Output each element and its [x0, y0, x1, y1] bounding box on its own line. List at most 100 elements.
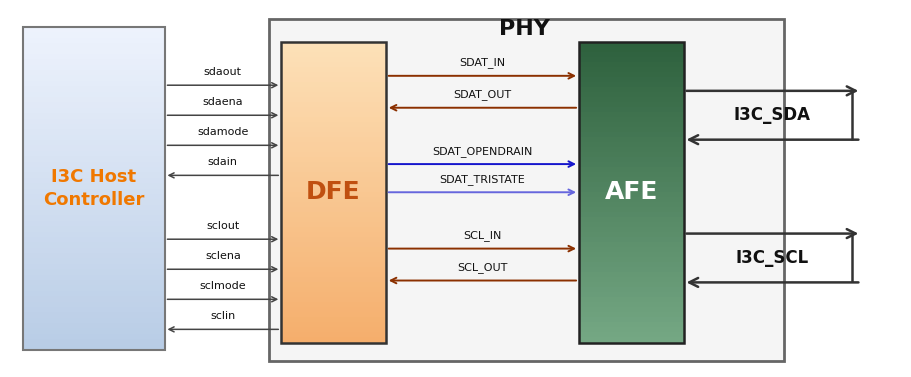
Bar [24, 226, 164, 231]
Bar [281, 172, 385, 177]
Bar [578, 117, 683, 122]
Bar [281, 308, 385, 313]
Bar [24, 215, 164, 221]
Bar [578, 167, 683, 172]
Text: SDAT_IN: SDAT_IN [459, 57, 505, 68]
Bar [578, 77, 683, 82]
Bar [578, 277, 683, 282]
Bar [281, 82, 385, 87]
Bar [24, 328, 164, 334]
Bar [281, 72, 385, 77]
Bar [281, 222, 385, 227]
Bar [281, 313, 385, 317]
Bar [24, 27, 164, 350]
Bar [281, 207, 385, 212]
Bar [578, 242, 683, 247]
Bar [281, 252, 385, 257]
Bar [578, 212, 683, 217]
Bar [281, 242, 385, 247]
Bar [578, 72, 683, 77]
Bar [24, 285, 164, 291]
Bar [281, 322, 385, 328]
Bar [24, 43, 164, 49]
Bar [24, 307, 164, 312]
Bar [578, 182, 683, 187]
Bar [24, 113, 164, 118]
Bar [24, 178, 164, 183]
Bar [578, 273, 683, 277]
Bar [24, 291, 164, 296]
Bar [269, 20, 783, 361]
Bar [24, 140, 164, 146]
Bar [578, 107, 683, 112]
Bar [578, 162, 683, 167]
Bar [578, 157, 683, 162]
Bar [24, 118, 164, 124]
Bar [24, 108, 164, 113]
Bar [281, 42, 385, 342]
Bar [281, 77, 385, 82]
Bar [24, 86, 164, 92]
Bar [24, 242, 164, 248]
Bar [24, 54, 164, 59]
Bar [578, 238, 683, 242]
Text: sdaout: sdaout [204, 67, 241, 77]
Text: sclin: sclin [210, 311, 235, 321]
Bar [281, 62, 385, 67]
Text: DFE: DFE [306, 180, 361, 204]
Text: SDAT_OUT: SDAT_OUT [453, 89, 511, 100]
Bar [281, 337, 385, 342]
Text: sdamode: sdamode [197, 127, 249, 137]
Bar [578, 262, 683, 267]
Bar [24, 75, 164, 81]
Text: AFE: AFE [604, 180, 657, 204]
Bar [281, 227, 385, 232]
Bar [281, 232, 385, 238]
Bar [24, 231, 164, 237]
Bar [24, 274, 164, 280]
Bar [578, 82, 683, 87]
Bar [24, 32, 164, 38]
Bar [281, 137, 385, 142]
Text: I3C_SDA: I3C_SDA [733, 106, 810, 124]
Bar [578, 177, 683, 182]
Bar [24, 97, 164, 103]
Bar [24, 38, 164, 43]
Bar [24, 323, 164, 328]
Bar [281, 67, 385, 72]
Bar [24, 65, 164, 70]
Bar [281, 257, 385, 262]
Bar [24, 253, 164, 259]
Bar [281, 142, 385, 147]
Bar [578, 257, 683, 262]
Text: sdain: sdain [208, 157, 238, 167]
Bar [24, 172, 164, 178]
Bar [24, 259, 164, 264]
Bar [281, 197, 385, 202]
Bar [281, 167, 385, 172]
Bar [281, 117, 385, 122]
Bar [281, 238, 385, 242]
Bar [281, 273, 385, 277]
Bar [281, 317, 385, 322]
Bar [281, 52, 385, 57]
Bar [578, 197, 683, 202]
Bar [578, 97, 683, 102]
Bar [578, 287, 683, 293]
Bar [24, 296, 164, 302]
Bar [578, 313, 683, 317]
Bar [24, 156, 164, 162]
Bar [24, 269, 164, 274]
Bar [281, 277, 385, 282]
Bar [578, 47, 683, 52]
Text: sclmode: sclmode [200, 281, 246, 291]
Bar [578, 232, 683, 238]
Bar [24, 280, 164, 285]
Bar [24, 183, 164, 188]
Bar [578, 317, 683, 322]
Bar [24, 151, 164, 156]
Bar [578, 57, 683, 62]
Bar [578, 267, 683, 273]
Bar [281, 112, 385, 117]
Bar [281, 247, 385, 252]
